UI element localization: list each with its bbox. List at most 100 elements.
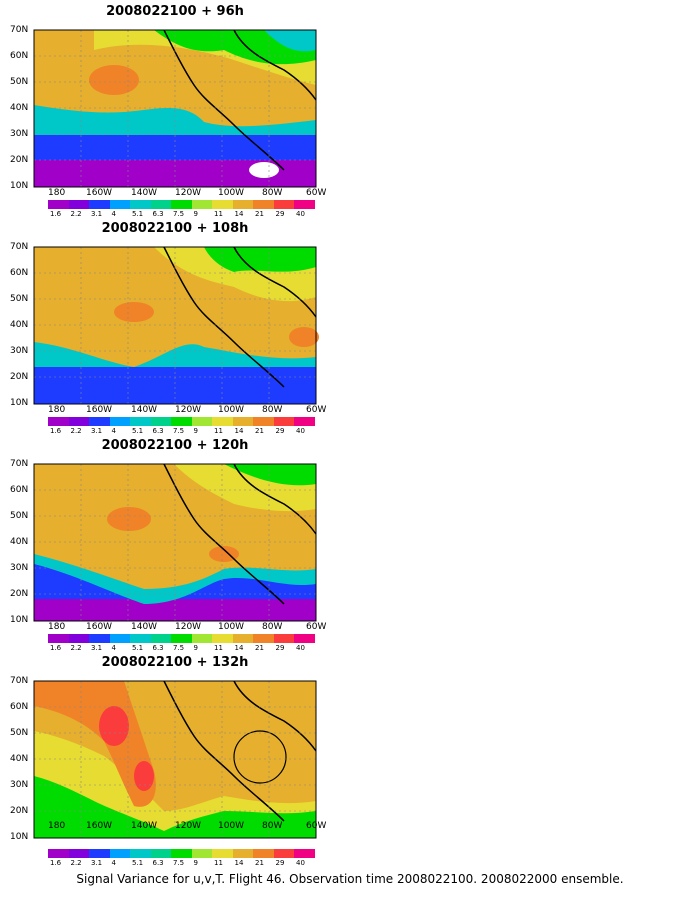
- colorbar-swatch: [89, 200, 110, 209]
- colorbar-swatch: [130, 200, 151, 209]
- lat-label: 30N: [10, 563, 29, 573]
- colorbar-label: 4: [111, 210, 116, 218]
- colorbar-swatch: [171, 634, 192, 643]
- colorbar-label: 9: [193, 427, 198, 435]
- colorbar-label: 14: [234, 644, 244, 652]
- colorbar-label: 2.2: [70, 427, 82, 435]
- map-title: 2008022100 + 96h: [106, 4, 244, 19]
- lon-label: 140W: [131, 405, 158, 415]
- colorbar-swatch: [232, 417, 253, 426]
- lon-label: 80W: [262, 405, 283, 415]
- colorbar-label: 5.1: [132, 427, 144, 435]
- colorbar-swatch: [232, 200, 253, 209]
- lat-label: 10N: [10, 181, 29, 191]
- colorbar-label: 6.3: [152, 644, 164, 652]
- highlight-circle: [233, 730, 287, 784]
- lat-label: 60N: [10, 702, 29, 712]
- colorbar-label: 3.1: [91, 859, 103, 867]
- colorbar-swatch: [273, 849, 294, 858]
- colorbar-swatch: [48, 200, 69, 209]
- colorbar-label: 29: [275, 427, 285, 435]
- lon-label: 120W: [175, 622, 202, 632]
- colorbar-label: 6.3: [152, 427, 164, 435]
- lon-label: 80W: [262, 622, 283, 632]
- lon-label: 100W: [218, 405, 245, 415]
- lon-label: 100W: [218, 821, 245, 831]
- colorbar-swatch: [89, 849, 110, 858]
- colorbar-swatch: [109, 417, 130, 426]
- colorbar-label: 1.6: [50, 210, 62, 218]
- colorbar-swatch: [150, 849, 171, 858]
- lon-label: 160W: [86, 622, 113, 632]
- lon-label: 60W: [306, 622, 327, 632]
- colorbar-swatch: [130, 634, 151, 643]
- colorbar-label: 11: [214, 644, 223, 652]
- lon-label: 180: [48, 188, 66, 198]
- colorbar-swatch: [273, 417, 294, 426]
- colorbar-label: 4: [111, 859, 116, 867]
- lat-label: 70N: [10, 25, 29, 35]
- lon-label: 80W: [262, 188, 283, 198]
- colorbar-label: 2.2: [70, 644, 82, 652]
- colorbar-label: 5.1: [132, 859, 144, 867]
- colorbar-label: 6.3: [152, 210, 164, 218]
- colorbar-swatch: [48, 849, 69, 858]
- colorbar-swatch: [150, 200, 171, 209]
- lat-label: 50N: [10, 728, 29, 738]
- colorbar-label: 9: [193, 210, 198, 218]
- lat-label: 70N: [10, 459, 29, 469]
- lon-label: 60W: [306, 188, 327, 198]
- colorbar-swatch: [191, 849, 212, 858]
- colorbar-swatch: [212, 200, 233, 209]
- colorbar-swatch: [273, 200, 294, 209]
- map-panel-132h: 2008022100 + 132h 70N 60N 50N 40N: [0, 653, 360, 869]
- lon-label: 120W: [175, 821, 202, 831]
- colorbar-swatch: [130, 417, 151, 426]
- colorbar-swatch: [89, 417, 110, 426]
- colorbar-label: 40: [296, 427, 305, 435]
- map-panel-96h: 2008022100 + 96h 70N 60N: [0, 2, 360, 218]
- colorbar-label: 3.1: [91, 427, 103, 435]
- variance-map: [33, 680, 317, 839]
- colorbar-swatch: [212, 849, 233, 858]
- colorbar-swatch: [191, 417, 212, 426]
- colorbar-label: 7.5: [173, 859, 185, 867]
- colorbar-swatch: [68, 417, 89, 426]
- lat-label: 10N: [10, 615, 29, 625]
- variance-map: [33, 463, 317, 622]
- colorbar-label: 9: [193, 644, 198, 652]
- colorbar-label: 21: [255, 210, 264, 218]
- colorbar-label: 3.1: [91, 210, 103, 218]
- colorbar-label: 1.6: [50, 644, 62, 652]
- lat-label: 20N: [10, 372, 29, 382]
- colorbar-swatch: [191, 200, 212, 209]
- map-title: 2008022100 + 120h: [101, 438, 249, 453]
- lat-label: 40N: [10, 537, 29, 547]
- colorbar-swatch: [273, 634, 294, 643]
- lon-label: 80W: [262, 821, 283, 831]
- lat-label: 50N: [10, 77, 29, 87]
- colorbar-label: 2.2: [70, 210, 82, 218]
- colorbar-label: 9: [193, 859, 198, 867]
- colorbar-swatch: [294, 200, 315, 209]
- lon-label: 100W: [218, 622, 245, 632]
- colorbar-label: 40: [296, 644, 305, 652]
- lat-label: 10N: [10, 832, 29, 842]
- lon-label: 180: [48, 405, 66, 415]
- lat-label: 50N: [10, 294, 29, 304]
- variance-map: [33, 29, 317, 188]
- lat-label: 20N: [10, 589, 29, 599]
- colorbar-label: 7.5: [173, 644, 185, 652]
- colorbar-swatch: [130, 849, 151, 858]
- lon-label: 120W: [175, 405, 202, 415]
- colorbar-label: 29: [275, 859, 285, 867]
- colorbar-swatch: [294, 417, 315, 426]
- lat-label: 10N: [10, 398, 29, 408]
- figure-caption: Signal Variance for u,v,T. Flight 46. Ob…: [76, 872, 624, 886]
- lon-label: 120W: [175, 188, 202, 198]
- lon-label: 160W: [86, 188, 113, 198]
- colorbar-swatch: [109, 200, 130, 209]
- map-panel-120h: 2008022100 + 120h 70N 60N 50N: [0, 436, 360, 652]
- colorbar-label: 3.1: [91, 644, 103, 652]
- lat-label: 50N: [10, 511, 29, 521]
